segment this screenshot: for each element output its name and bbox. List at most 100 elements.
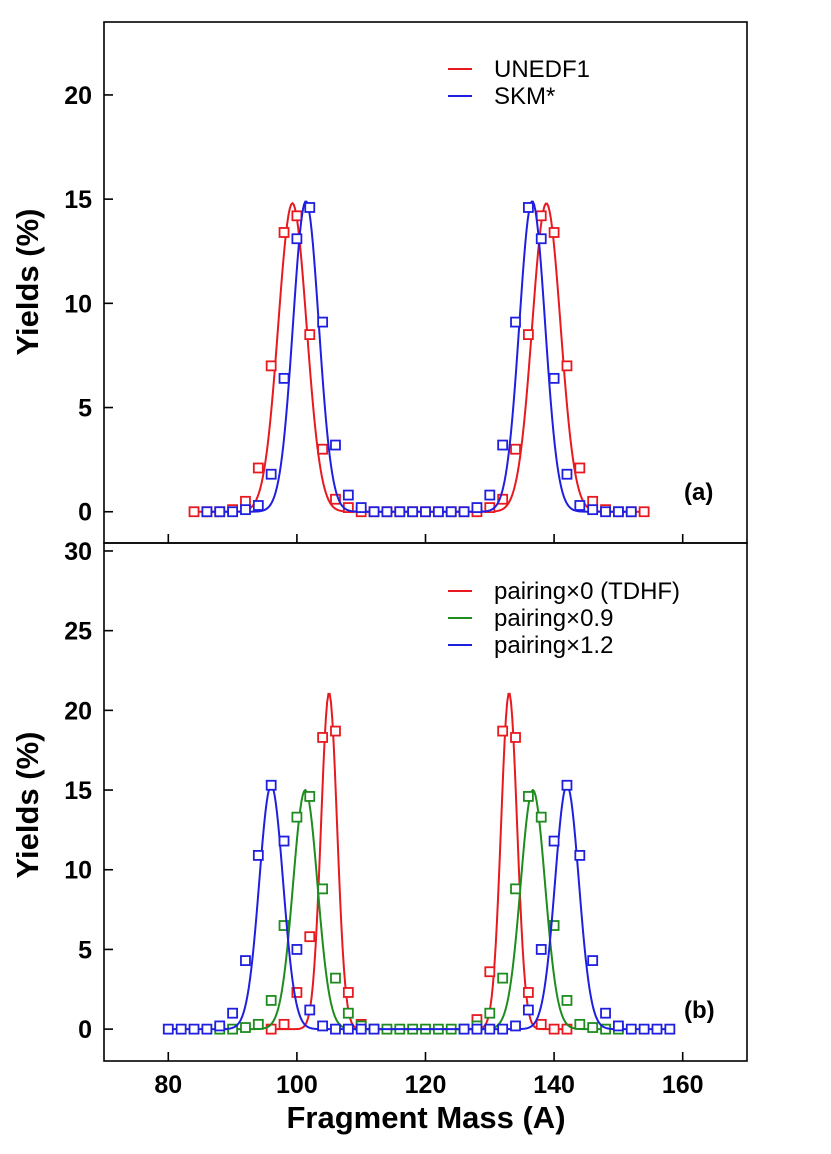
panel-a-y-tick-label: 0 <box>78 499 92 527</box>
panel-b-series-3-point <box>638 1023 650 1035</box>
panel-a-series-2-point <box>471 502 483 513</box>
panel-b-x-tick-label: 120 <box>405 1071 447 1099</box>
panel-b-series-3-point <box>625 1023 637 1035</box>
panel-b-series-3-point <box>587 955 599 966</box>
panel-a-series-1-point <box>252 462 264 474</box>
panel-b-series-1-point <box>304 931 316 943</box>
panel-b-series-2-point <box>252 1018 264 1030</box>
panel-b-series-3-point <box>548 835 560 847</box>
panel-a-series-2-point <box>522 202 534 213</box>
panel-a-series-2-point <box>613 506 624 518</box>
panel-b-series-3-point <box>510 1020 521 1032</box>
panel-a-series-2-point <box>330 439 341 451</box>
panel-a-series-1-point <box>188 506 200 518</box>
panel-a-series-1-point <box>278 227 290 238</box>
panel-b-series-2-point <box>291 811 303 823</box>
panel-b-frame <box>103 542 748 1062</box>
panel-b-series-1-line <box>267 692 571 1031</box>
panel-a-series-2-point <box>342 489 354 501</box>
panel-a-series-2-point <box>291 233 303 245</box>
panel-a-series-1 <box>188 201 650 518</box>
panel-a-series-2-point <box>600 506 611 518</box>
panel-a-y-tick-label: 15 <box>64 186 92 214</box>
panel-b-series-2-line <box>216 788 622 1031</box>
panel-b-series-3-point <box>574 849 586 861</box>
panel-a-series-2-point <box>240 504 251 516</box>
panel-b-series-1-point <box>535 1018 547 1030</box>
panel-a-series-2-point <box>381 506 393 518</box>
panel-b-series-1-point <box>330 725 341 737</box>
panel-b-series-1-point <box>291 987 303 998</box>
panel-b-y-tick-label: 5 <box>78 936 92 964</box>
panel-a-series-2-point <box>420 506 431 518</box>
panel-b: 0 5 10 15 20 25 30 80 100 120 140 160 pairing×0 (T… <box>10 538 748 1135</box>
panel-a-series-1-point <box>265 360 277 372</box>
panel-b-series-2-point <box>587 1022 599 1033</box>
x-axis-title: Fragment Mass (A) <box>286 1100 565 1135</box>
panel-b-series-3-point <box>162 1023 174 1035</box>
panel-b-series-2-point <box>561 995 573 1006</box>
panel-b-series-3-point <box>214 1020 226 1032</box>
panel-b-y-tick-label: 15 <box>64 777 92 805</box>
panel-b-series-3-point <box>600 1007 611 1019</box>
panel-b-series-3-point <box>535 944 547 955</box>
panel-a-series-2-point <box>484 489 496 501</box>
panel-b-series-3-point <box>561 779 573 791</box>
panel-b-series-1-point <box>522 987 534 998</box>
panel-b-series-3-point <box>497 1023 509 1035</box>
panel-b-legend-label: pairing×0.9 <box>494 605 613 632</box>
panel-a-series-2-point <box>548 372 560 384</box>
panel-b-series-3-point <box>291 944 303 955</box>
panel-a-y-tick-label: 5 <box>78 395 92 423</box>
panel-b-series-3-point <box>522 1004 534 1016</box>
panel-a-series-2-point <box>355 502 367 513</box>
panel-a-series-2-point <box>432 506 444 518</box>
panel-a-series-1-point <box>561 360 573 372</box>
panel-a-series-1-point <box>638 506 650 518</box>
panel-b-series-3-point <box>201 1023 213 1035</box>
panel-a-series-1-point <box>330 493 341 505</box>
panel-a-series-2-point <box>394 506 406 518</box>
panel-a-series-2-point <box>304 202 316 213</box>
panel-a-y-axis-title: Yields (%) <box>10 209 45 356</box>
panel-b-y-axis-title: Yields (%) <box>10 732 45 879</box>
panel-b-series-3-line <box>165 784 674 1031</box>
panel-b-series-3 <box>162 779 676 1035</box>
panel-a-series-1-point <box>548 227 560 238</box>
panel-a-legend-label: UNEDF1 <box>494 56 590 83</box>
panel-b-series-1-point <box>548 1023 560 1035</box>
panel-b-series-1 <box>265 692 573 1035</box>
panel-b-series-3-point <box>342 1023 354 1035</box>
panel-a-series-2-point <box>252 500 264 511</box>
panel-b-series-3-point <box>278 835 290 847</box>
panel-a-series-2-point <box>510 316 521 328</box>
panel-a-series-1-point <box>304 329 316 341</box>
panel-b-series-3-point <box>355 1023 367 1035</box>
panel-b-series-3-point <box>458 1023 470 1035</box>
panel-b-series-2-point <box>522 791 534 802</box>
panel-b-series-3-point <box>304 1004 316 1016</box>
panel-a-frame <box>103 21 748 544</box>
panel-a-series-2-point <box>561 468 573 480</box>
panel-a-series-2-point <box>317 316 329 328</box>
panel-a-series-1-point <box>510 443 521 455</box>
panel-b-y-tick-label: 20 <box>64 697 92 725</box>
panel-a-y-tick-label: 20 <box>64 82 92 110</box>
panel-b-series-3-point <box>227 1007 239 1019</box>
panel-b-series-2-point <box>240 1022 251 1033</box>
panel-b-series-3-point <box>240 955 251 966</box>
panel-a-series-2-point <box>265 468 277 480</box>
panel-b-x-tick-label: 160 <box>662 1071 704 1099</box>
panel-b-y-tick-label: 30 <box>64 538 92 566</box>
panel-b-series-2-point <box>330 972 341 984</box>
panel-b-series-3-point <box>188 1023 200 1035</box>
panel-a-series-2-point <box>278 372 290 384</box>
panel-a-legend-label: SKM* <box>494 83 555 110</box>
panel-a-series-2 <box>201 200 637 518</box>
panel-b-series-2-point <box>574 1018 586 1030</box>
panel-b-series-2 <box>214 788 624 1035</box>
panel-b-series-3-point <box>175 1023 187 1035</box>
panel-a-series-1-point <box>535 210 547 222</box>
panel-b-y-tick-label: 25 <box>64 618 92 646</box>
